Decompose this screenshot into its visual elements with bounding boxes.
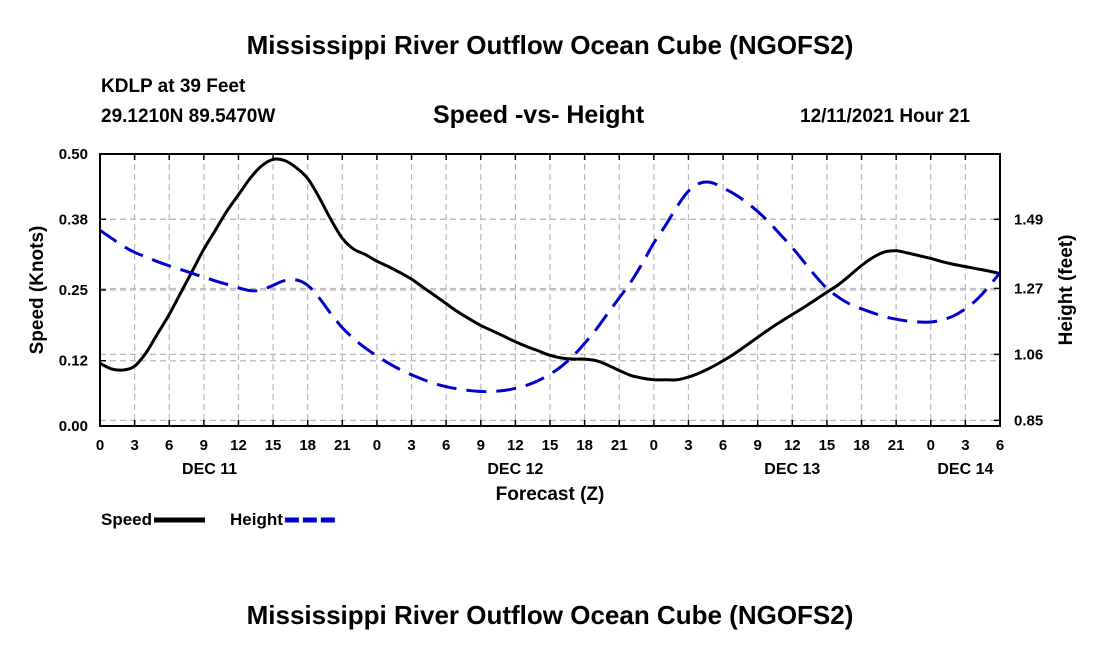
x-tick-label: 3 [407,437,415,454]
legend: Speed Height [101,510,336,529]
x-tick-label: 21 [611,437,628,454]
axes: 0 3 6 9 12 15 18 21 0 3 6 9 12 15 18 21 0 3 6 9 12 15 18 21 0 3 6D… [27,146,1077,505]
x-tick-label: 3 [130,437,138,454]
y2-tick-label: 1.06 [1014,346,1043,363]
x-tick-label: 12 [507,437,524,454]
date-label: DEC 12 [487,461,543,478]
x-tick-label: 6 [442,437,450,454]
x-tick-label: 18 [299,437,316,454]
x-tick-label: 12 [784,437,801,454]
x-tick-label: 9 [200,437,208,454]
x-tick-label: 15 [542,437,559,454]
x-tick-label: 15 [819,437,836,454]
x-tick-label: 18 [576,437,593,454]
x-tick-label: 12 [230,437,247,454]
series-line-height [99,180,1002,394]
series-line-speed [99,157,1001,382]
y2-tick-label: 1.27 [1014,280,1043,297]
x-tick-label: 9 [754,437,762,454]
x-tick-label: 6 [719,437,727,454]
x-tick-label: 0 [96,437,104,454]
y-axis-label: Speed (Knots) [27,226,48,355]
main-title: Mississippi River Outflow Ocean Cube (NG… [246,30,854,60]
x-tick-label: 15 [265,437,282,454]
date-label: DEC 14 [937,461,993,478]
x-tick-label: 0 [650,437,658,454]
x-tick-label: 21 [334,437,351,454]
series [99,157,1002,394]
y-tick-label: 0.50 [59,146,88,163]
x-tick-label: 0 [927,437,935,454]
y2-tick-label: 1.49 [1014,211,1043,228]
forecast-datetime: 12/11/2021 Hour 21 [800,106,971,127]
station-label: KDLP at 39 Feet [101,76,246,97]
legend-label-speed: Speed [101,510,152,529]
chart-subtitle: Speed -vs- Height [433,101,645,129]
speed-height-chart: 0 3 6 9 12 15 18 21 0 3 6 9 12 15 18 21 0 3 6 9 12 15 18 21 0 3 6D… [27,146,1077,529]
y-tick-label: 0.25 [59,282,88,299]
x-tick-label: 3 [961,437,969,454]
x-tick-label: 18 [853,437,870,454]
y-tick-label: 0.12 [59,353,88,370]
x-tick-label: 21 [888,437,905,454]
legend-label-height: Height [230,510,283,529]
x-tick-label: 6 [165,437,173,454]
x-tick-label: 9 [477,437,485,454]
x-tick-label: 3 [684,437,692,454]
y2-axis-label: Height (feet) [1056,235,1077,346]
coordinates-label: 29.1210N 89.5470W [101,106,276,127]
footer-title: Mississippi River Outflow Ocean Cube (NG… [246,600,854,630]
x-tick-label: 0 [373,437,381,454]
y2-tick-label: 0.85 [1014,412,1043,429]
y-tick-label: 0.00 [59,418,88,435]
x-axis-label: Forecast (Z) [496,484,605,505]
date-label: DEC 13 [764,461,820,478]
x-tick-label: 6 [996,437,1004,454]
y-tick-label: 0.38 [59,211,88,228]
date-label: DEC 11 [182,461,237,478]
grid [100,153,1000,426]
